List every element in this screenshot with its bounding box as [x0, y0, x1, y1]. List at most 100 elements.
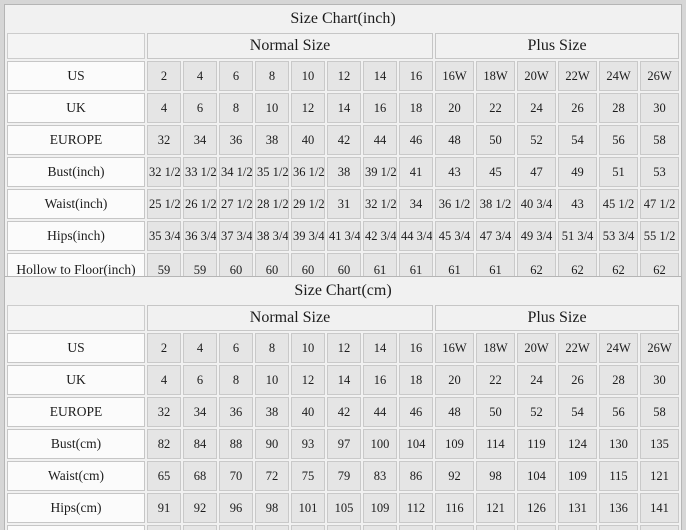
- size-value-cell: 28 1/2: [255, 189, 289, 219]
- size-value-cell: 12: [291, 365, 325, 395]
- size-value-cell: 12: [327, 61, 361, 91]
- size-value-cell: 28: [599, 93, 638, 123]
- size-value-cell: 56: [599, 125, 638, 155]
- normal-size-header: Normal Size: [147, 305, 433, 331]
- size-value-cell: 26W: [640, 333, 680, 363]
- size-value-cell: 35 3/4: [147, 221, 181, 251]
- normal-size-header: Normal Size: [147, 33, 433, 59]
- size-value-cell: 112: [399, 493, 433, 523]
- size-value-cell: 152: [291, 525, 325, 530]
- size-value-cell: 105: [327, 493, 361, 523]
- size-value-cell: 109: [363, 493, 397, 523]
- size-value-cell: 90: [255, 429, 289, 459]
- size-value-cell: 155: [476, 525, 515, 530]
- size-value-cell: 56: [599, 397, 638, 427]
- size-value-cell: 45: [476, 157, 515, 187]
- size-value-cell: 10: [255, 365, 289, 395]
- size-value-cell: 121: [476, 493, 515, 523]
- size-value-cell: 20: [435, 365, 474, 395]
- size-value-cell: 6: [219, 61, 253, 91]
- size-value-cell: 6: [219, 333, 253, 363]
- size-value-cell: 26W: [640, 61, 680, 91]
- corner-cell: [7, 33, 145, 59]
- size-value-cell: 52: [517, 397, 556, 427]
- size-value-cell: 42: [327, 397, 361, 427]
- table-row: Bust(cm) 82 84 88 90 93 97 100 104 109 114 119 124 13…: [7, 429, 680, 459]
- size-value-cell: 96: [219, 493, 253, 523]
- size-value-cell: 147: [183, 525, 217, 530]
- size-value-cell: 18: [399, 365, 433, 395]
- size-value-cell: 53: [640, 157, 680, 187]
- size-value-cell: 36: [219, 397, 253, 427]
- size-value-cell: 16: [399, 333, 433, 363]
- size-value-cell: 53 3/4: [599, 221, 638, 251]
- size-value-cell: 18: [399, 93, 433, 123]
- row-label: Waist(cm): [7, 461, 145, 491]
- row-label: Hollow to Floor(cm): [7, 525, 145, 530]
- size-value-cell: 75: [291, 461, 325, 491]
- size-value-cell: 88: [219, 429, 253, 459]
- row-label: Bust(inch): [7, 157, 145, 187]
- size-value-cell: 46: [399, 125, 433, 155]
- size-value-cell: 152: [327, 525, 361, 530]
- size-value-cell: 50: [476, 397, 515, 427]
- size-value-cell: 36: [219, 125, 253, 155]
- row-label: Hips(cm): [7, 493, 145, 523]
- size-value-cell: 22: [476, 93, 515, 123]
- size-value-cell: 92: [435, 461, 474, 491]
- size-value-cell: 10: [255, 93, 289, 123]
- size-value-cell: 16: [363, 365, 397, 395]
- size-value-cell: 26: [558, 365, 597, 395]
- table-row: Waist(inch) 25 1/2 26 1/2 27 1/2 28 1/2 29 1/…: [7, 189, 680, 219]
- size-value-cell: 83: [363, 461, 397, 491]
- size-value-cell: 25 1/2: [147, 189, 181, 219]
- size-value-cell: 155: [363, 525, 397, 530]
- size-value-cell: 6: [183, 93, 217, 123]
- size-value-cell: 42: [327, 125, 361, 155]
- size-value-cell: 44: [363, 125, 397, 155]
- size-value-cell: 49 3/4: [517, 221, 556, 251]
- size-value-cell: 26 1/2: [183, 189, 217, 219]
- size-value-cell: 12: [327, 333, 361, 363]
- size-value-cell: 8: [255, 61, 289, 91]
- size-value-cell: 47: [517, 157, 556, 187]
- size-value-cell: 38: [255, 397, 289, 427]
- size-value-cell: 4: [147, 365, 181, 395]
- size-value-cell: 18W: [476, 61, 515, 91]
- table-row: US 2 4 6 8 10 12 14 16 16W 18W 20W 22W 24W 26W: [7, 61, 680, 91]
- size-value-cell: 116: [435, 493, 474, 523]
- size-value-cell: 32: [147, 125, 181, 155]
- size-value-cell: 97: [327, 429, 361, 459]
- row-label: UK: [7, 365, 145, 395]
- table-row: Hips(cm) 91 92 96 98 101 105 109 112 116 121 126 131…: [7, 493, 680, 523]
- size-value-cell: 100: [363, 429, 397, 459]
- size-value-cell: 28: [599, 365, 638, 395]
- size-value-cell: 36 3/4: [183, 221, 217, 251]
- row-label: EUROPE: [7, 125, 145, 155]
- size-value-cell: 155: [435, 525, 474, 530]
- size-value-cell: 46: [399, 397, 433, 427]
- size-value-cell: 65: [147, 461, 181, 491]
- size-value-cell: 119: [517, 429, 556, 459]
- size-value-cell: 36 1/2: [435, 189, 474, 219]
- size-value-cell: 2: [147, 333, 181, 363]
- size-value-cell: 16: [399, 61, 433, 91]
- row-label: Hips(inch): [7, 221, 145, 251]
- size-value-cell: 34: [183, 397, 217, 427]
- size-value-cell: 109: [435, 429, 474, 459]
- row-label: UK: [7, 93, 145, 123]
- size-value-cell: 150: [219, 525, 253, 530]
- size-value-cell: 41: [399, 157, 433, 187]
- size-value-cell: 32: [147, 397, 181, 427]
- size-value-cell: 49: [558, 157, 597, 187]
- size-value-cell: 37 3/4: [219, 221, 253, 251]
- size-value-cell: 86: [399, 461, 433, 491]
- size-value-cell: 4: [183, 333, 217, 363]
- size-value-cell: 26: [558, 93, 597, 123]
- size-value-cell: 38 3/4: [255, 221, 289, 251]
- size-value-cell: 38: [327, 157, 361, 187]
- row-label: EUROPE: [7, 397, 145, 427]
- size-value-cell: 158: [558, 525, 597, 530]
- size-value-cell: 32 1/2: [147, 157, 181, 187]
